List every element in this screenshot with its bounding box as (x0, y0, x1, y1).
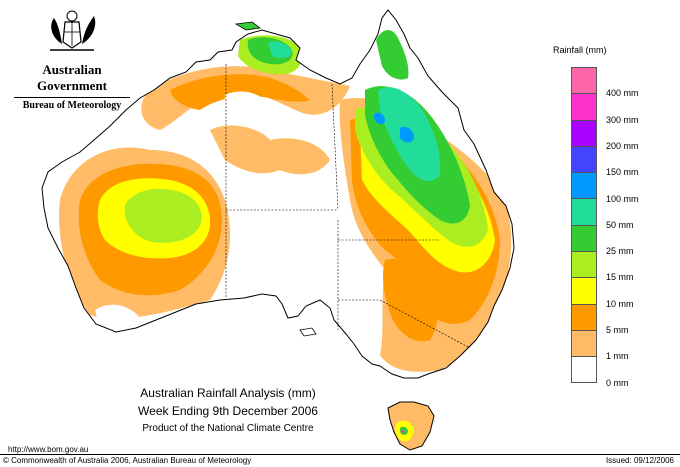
legend-title: Rainfall (mm) (553, 45, 607, 55)
state-borders (225, 64, 471, 349)
legend-swatch (571, 329, 597, 357)
legend-label: 25 mm (606, 246, 634, 257)
kangaroo-island (299, 327, 317, 337)
melville-island (234, 21, 262, 31)
footer-divider (0, 454, 680, 455)
legend-label: 200 mm (606, 140, 639, 151)
rain-zone-se-orange (382, 258, 438, 342)
legend-swatch (571, 198, 597, 225)
rain-zone-east-blue-2 (374, 112, 386, 125)
legend-swatch (571, 145, 597, 173)
legend-swatch (571, 277, 597, 304)
website-link[interactable]: http://www.bom.gov.au (8, 445, 89, 454)
coat-of-arms-icon (50, 10, 96, 51)
legend-label: 50 mm (606, 219, 634, 230)
legend-swatch (571, 119, 597, 146)
legend-label: 1 mm (606, 351, 629, 362)
legend-swatch (571, 356, 597, 383)
legend-swatch (571, 251, 597, 278)
rain-zone-west-yellowgreen (124, 188, 202, 243)
legend-label: 0 mm (606, 377, 629, 388)
legend-label: 300 mm (606, 114, 639, 125)
map-subtitle: Week Ending 9th December 2006 (138, 404, 318, 418)
copyright-text: © Commonwealth of Australia 2006, Austra… (3, 456, 252, 465)
legend-label: 150 mm (606, 167, 639, 178)
map-credit: Product of the National Climate Centre (142, 423, 314, 434)
legend-swatch (571, 93, 597, 120)
issued-date: Issued: 09/12/2006 (605, 456, 674, 465)
logo-divider (14, 97, 130, 98)
tasmania-rain-magenta (401, 429, 405, 434)
legend-label: 15 mm (606, 272, 634, 283)
government-title: Australian Government (36, 62, 108, 93)
legend-swatch (571, 303, 597, 330)
rain-zone-central-light (210, 125, 330, 175)
rain-zone-east-blue (400, 126, 414, 143)
legend-label: 100 mm (606, 193, 639, 204)
dry-zone-southwest (95, 304, 140, 327)
dry-zone-central (224, 91, 269, 127)
rain-zone-north-teal (268, 41, 292, 59)
legend-color-scale (571, 67, 597, 383)
rain-zone-capeyork-green (376, 29, 409, 80)
dry-zone-south (298, 246, 351, 313)
legend-swatch (571, 224, 597, 252)
mainland-outline (41, 9, 515, 379)
legend-swatch (571, 172, 597, 199)
bureau-title: Bureau of Meteorology (22, 100, 122, 111)
legend-label: 5 mm (606, 325, 629, 335)
legend-label: 400 mm (606, 88, 639, 99)
map-title: Australian Rainfall Analysis (mm) (140, 386, 316, 400)
legend-label: 10 mm (606, 298, 634, 309)
bom-logo: Australian Government Bureau of Meteorol… (8, 60, 136, 111)
legend-swatch (571, 67, 597, 94)
